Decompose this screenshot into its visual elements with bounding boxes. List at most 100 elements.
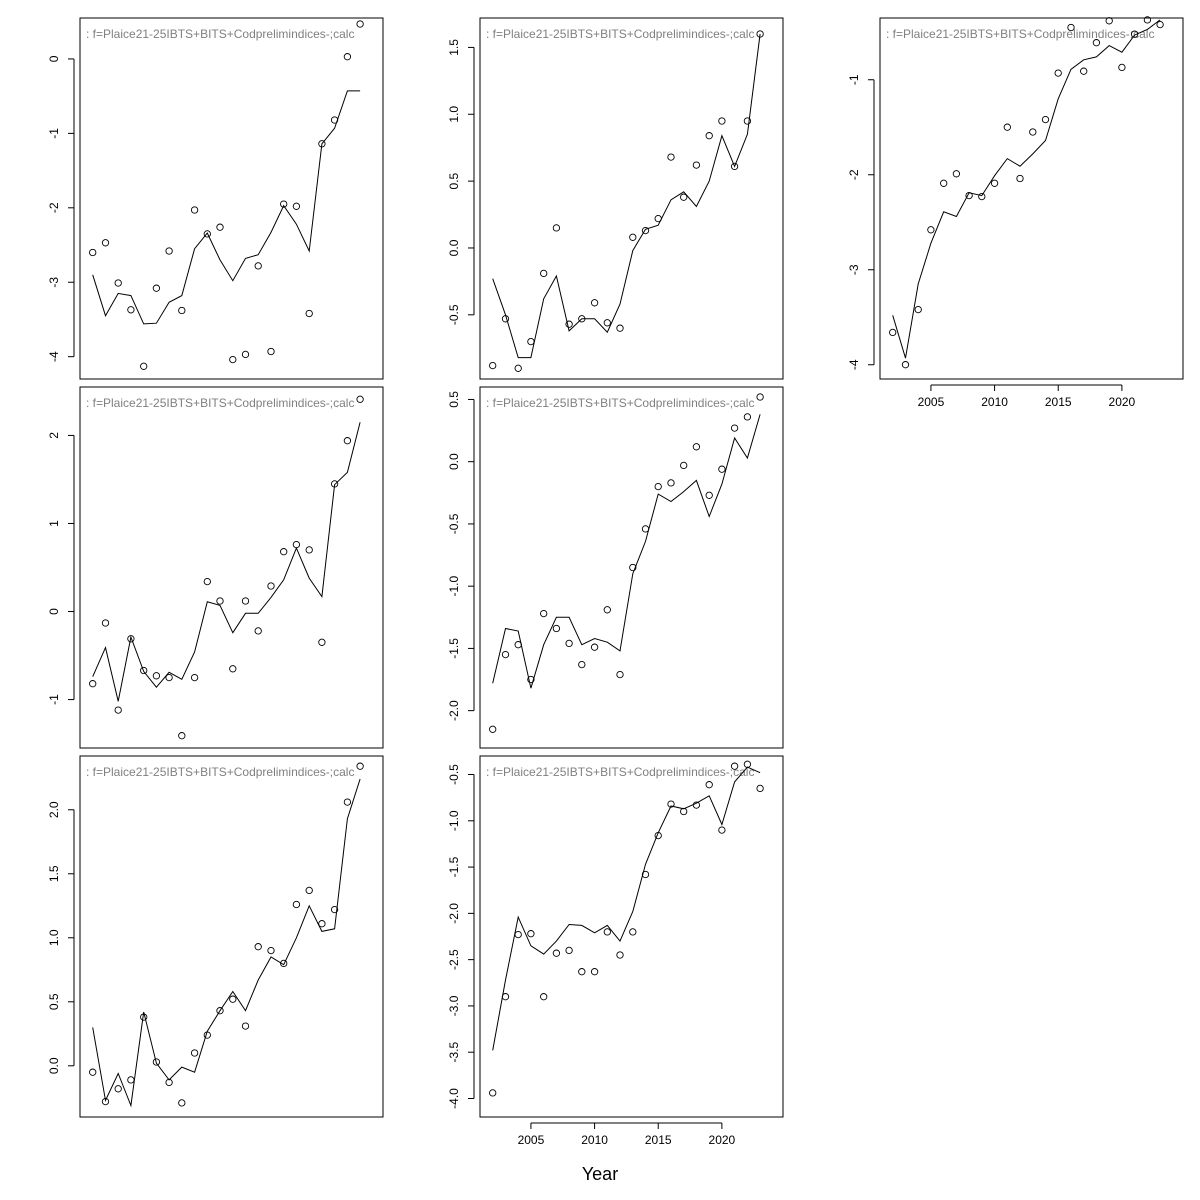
panel-7-x-tick-label: 2015 (645, 1133, 672, 1147)
panel-6-y-tick-label: 1.0 (47, 929, 61, 946)
panel-6-observed-point (292, 900, 301, 909)
panel-3-observed-point (1156, 20, 1164, 29)
panel-4-observed-point (229, 665, 237, 673)
panels-group: : f=Plaice21-25IBTS+BITS+Codprelimindice… (47, 16, 1184, 1147)
panel-1-observed-point (292, 202, 301, 210)
panel-1-observed-point (152, 284, 161, 292)
panel-5-observed-point (718, 465, 726, 473)
panel-1-y-tick-label: -2 (47, 202, 61, 213)
panel-3-observed-point (901, 361, 910, 369)
panel-7-observed-point (590, 968, 599, 976)
panel-3-observed-point (1067, 23, 1075, 32)
panel-3-observed-point (1118, 63, 1126, 72)
panel-2-observed-point (730, 162, 739, 171)
panel-6-observed-point (203, 1031, 211, 1039)
panel-7-observed-point (756, 784, 764, 793)
panel-2-observed-point (692, 161, 701, 169)
panel-1-observed-point (178, 306, 186, 315)
panel-2-y-tick-label: -0.5 (447, 304, 461, 325)
panel-4-observed-point (127, 635, 135, 643)
panel-7-y-tick-label: -3.0 (447, 995, 461, 1016)
panel-7-fitted-line (492, 766, 761, 1051)
panel-6-observed-point (241, 1022, 250, 1030)
panel-3-y-tick-label: -4 (847, 359, 861, 370)
panel-3-fitted-line (892, 19, 1161, 359)
panel-4-observed-point (216, 597, 224, 605)
panel-1-observed-point (318, 140, 326, 148)
panel-2-y-tick-label: 1.5 (447, 39, 461, 56)
panel-2-y-tick-label: 0.5 (447, 172, 461, 189)
panel-1-observed-point (356, 20, 364, 28)
panel-2-observed-point (641, 226, 650, 235)
panel-6-observed-point (318, 920, 326, 928)
panel-7-observed-point (603, 928, 611, 936)
panel-1-observed-point (343, 53, 352, 61)
panel-5-observed-point (756, 393, 764, 401)
panel-6: : f=Plaice21-25IBTS+BITS+Codprelimindice… (47, 755, 384, 1118)
panel-5-observed-point (514, 641, 522, 649)
panel-2-observed-point (743, 117, 752, 125)
panel-3-observed-point (1029, 128, 1037, 136)
panel-1-y-tick-label: -3 (47, 277, 61, 288)
panel-6-observed-point (254, 943, 262, 951)
panel-7-observed-point (641, 870, 650, 879)
panel-7-x-tick-label: 2005 (518, 1133, 545, 1147)
panel-5-observed-point (540, 609, 548, 618)
panel-2-observed-point (603, 319, 611, 327)
panel-3-observed-point (1143, 16, 1152, 24)
panel-1-box (79, 17, 384, 380)
panel-3-observed-point (914, 305, 922, 314)
panel-5-observed-point (578, 660, 586, 669)
panel-6-observed-point (152, 1058, 161, 1066)
panel-5-y-tick-label: 0.0 (447, 453, 461, 470)
panel-6-observed-point (89, 1068, 97, 1076)
panel-1-observed-point (190, 206, 199, 214)
panel-3-observed-point (990, 179, 999, 187)
panel-4-box (79, 386, 384, 749)
panel-2-observed-point (590, 299, 599, 307)
panel-6-observed-point (229, 995, 237, 1003)
panel-2-observed-point (501, 315, 510, 323)
panel-7-observed-point (616, 951, 624, 959)
panel-3: : f=Plaice21-25IBTS+BITS+Codprelimindice… (847, 16, 1184, 409)
panel-6-observed-point (356, 762, 364, 770)
panel-5-box (479, 386, 784, 749)
panel-2-observed-point (565, 320, 573, 328)
panel-7-observed-point (667, 800, 675, 808)
panel-5-y-tick-label: 0.5 (447, 391, 461, 408)
panel-4-observed-point (140, 666, 148, 675)
panel-3-box (879, 17, 1184, 380)
panel-7-observed-point (540, 993, 548, 1001)
panel-5-observed-point (489, 725, 497, 733)
panel-6-observed-point (127, 1076, 135, 1084)
panel-7-x-tick-label: 2020 (709, 1133, 736, 1147)
panel-4-observed-point (356, 395, 364, 403)
panel-5-observed-point (501, 650, 510, 659)
panel-7-observed-point (743, 760, 752, 768)
panel-7-x-tick-label: 2010 (581, 1133, 608, 1147)
panel-4-observed-point (292, 540, 301, 549)
panel-4-observed-point (114, 706, 122, 714)
panel-7-y-tick-label: -0.5 (447, 764, 461, 785)
panel-5-observed-point (552, 624, 561, 633)
panel-3-observed-point (1003, 123, 1011, 131)
panel-3-x-tick-label: 2015 (1045, 395, 1072, 409)
panel-1-observed-point (101, 239, 110, 247)
panel-1-observed-point (165, 247, 173, 255)
panel-4-y-tick-label: 1 (47, 520, 61, 527)
panel-1-y-tick-label: -4 (47, 351, 61, 362)
panel-7-observed-point (654, 831, 662, 840)
panel-6-observed-point (165, 1078, 173, 1087)
panel-6-title: : f=Plaice21-25IBTS+BITS+Codprelimindice… (86, 765, 354, 779)
panel-4: : f=Plaice21-25IBTS+BITS+Codprelimindice… (47, 386, 384, 749)
panel-5-y-tick-label: -1.5 (447, 638, 461, 659)
panel-5-observed-point (692, 443, 701, 451)
panel-7: : f=Plaice21-25IBTS+BITS+Codprelimindice… (447, 755, 784, 1147)
panel-5-y-tick-label: -2.0 (447, 700, 461, 721)
panel-3-observed-point (1080, 67, 1088, 75)
panel-6-y-tick-label: 0.5 (47, 993, 61, 1010)
panel-4-y-tick-label: 2 (47, 432, 61, 439)
panel-3-x-tick-label: 2005 (918, 395, 945, 409)
panel-6-y-tick-label: 0.0 (47, 1057, 61, 1074)
panel-5-observed-point (629, 563, 637, 572)
